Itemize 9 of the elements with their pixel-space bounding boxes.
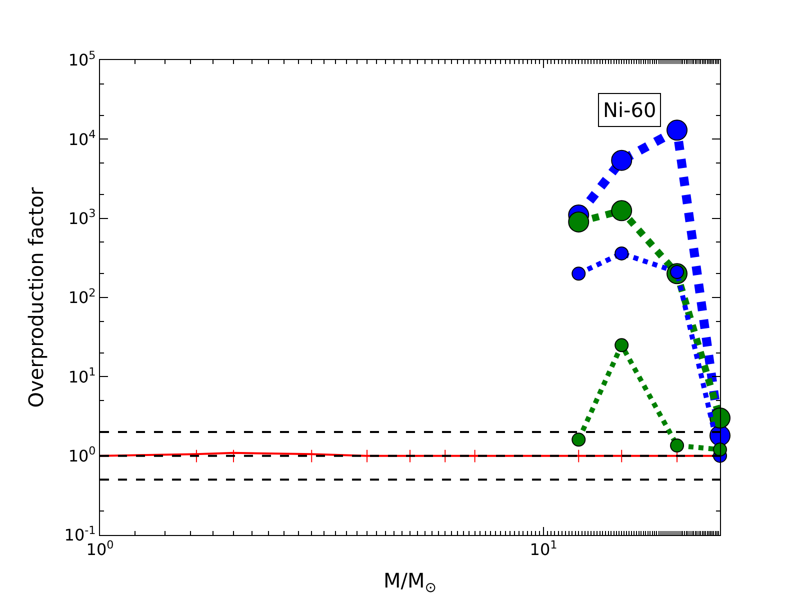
y-tick-label: 10$^{4}$ [68,128,96,149]
y-tick-label: 10$^{3}$ [68,207,96,228]
y-tick-label: 10$^{1}$ [68,366,96,386]
y-tick-label: 10$^{5}$ [68,48,96,70]
x-axis-title: M/M$_{⊙}$ [384,568,436,596]
annotation: Ni-60 [603,98,656,122]
y-axis-title: Overproduction factor [24,186,48,408]
y-tick-label: 10$^{2}$ [68,286,96,308]
y-tick-label: 10$^{0}$ [68,444,96,466]
